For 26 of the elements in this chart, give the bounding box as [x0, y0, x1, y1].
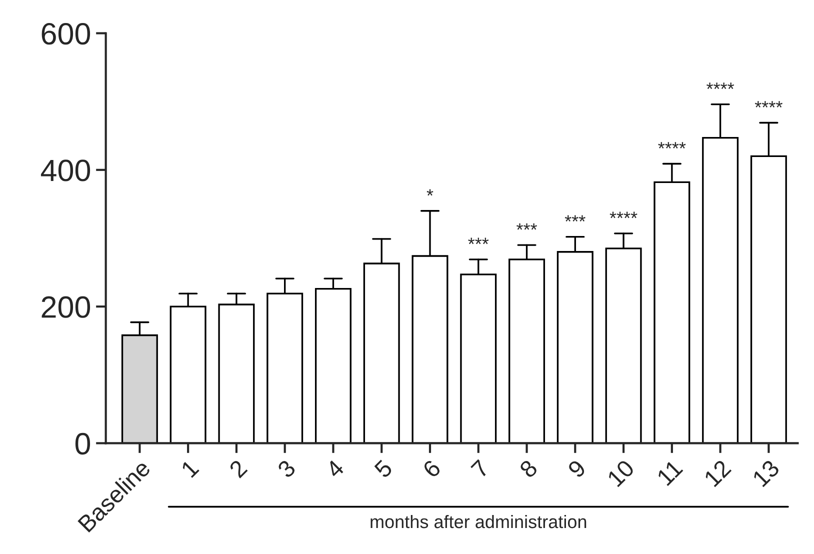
x-tick-label: 4	[324, 458, 345, 479]
y-tick-label: 600	[42, 22, 90, 45]
annotation: ****	[754, 101, 782, 108]
x-tick-label: 12	[703, 459, 732, 488]
annotation: *	[426, 189, 434, 196]
annotation: ****	[658, 142, 686, 148]
x-tick-label: 3	[276, 458, 296, 479]
annotation: ***	[468, 238, 489, 244]
x-tick-label: 8	[518, 458, 538, 479]
y-tick-label: 0	[75, 432, 90, 455]
y-tick-label: 400	[40, 160, 90, 182]
x-tick-label: 9	[567, 459, 587, 479]
x-tick-label: 10	[606, 458, 636, 488]
x-tick-label: 7	[470, 459, 490, 478]
x-tick-label: 5	[374, 459, 394, 479]
x-tick-label: 13	[752, 458, 780, 488]
x-tick-label: 2	[228, 459, 248, 478]
x-tick-label: 1	[180, 459, 200, 478]
annotation: ****	[610, 212, 638, 218]
x-axis-title: months after administration	[370, 514, 586, 528]
annotation: ****	[706, 82, 734, 90]
annotation: ***	[564, 215, 586, 222]
x-tick-label: 11	[656, 459, 684, 486]
y-tick-label: 200	[42, 296, 90, 318]
x-tick-label: 6	[422, 458, 442, 478]
annotation: ***	[516, 223, 538, 230]
